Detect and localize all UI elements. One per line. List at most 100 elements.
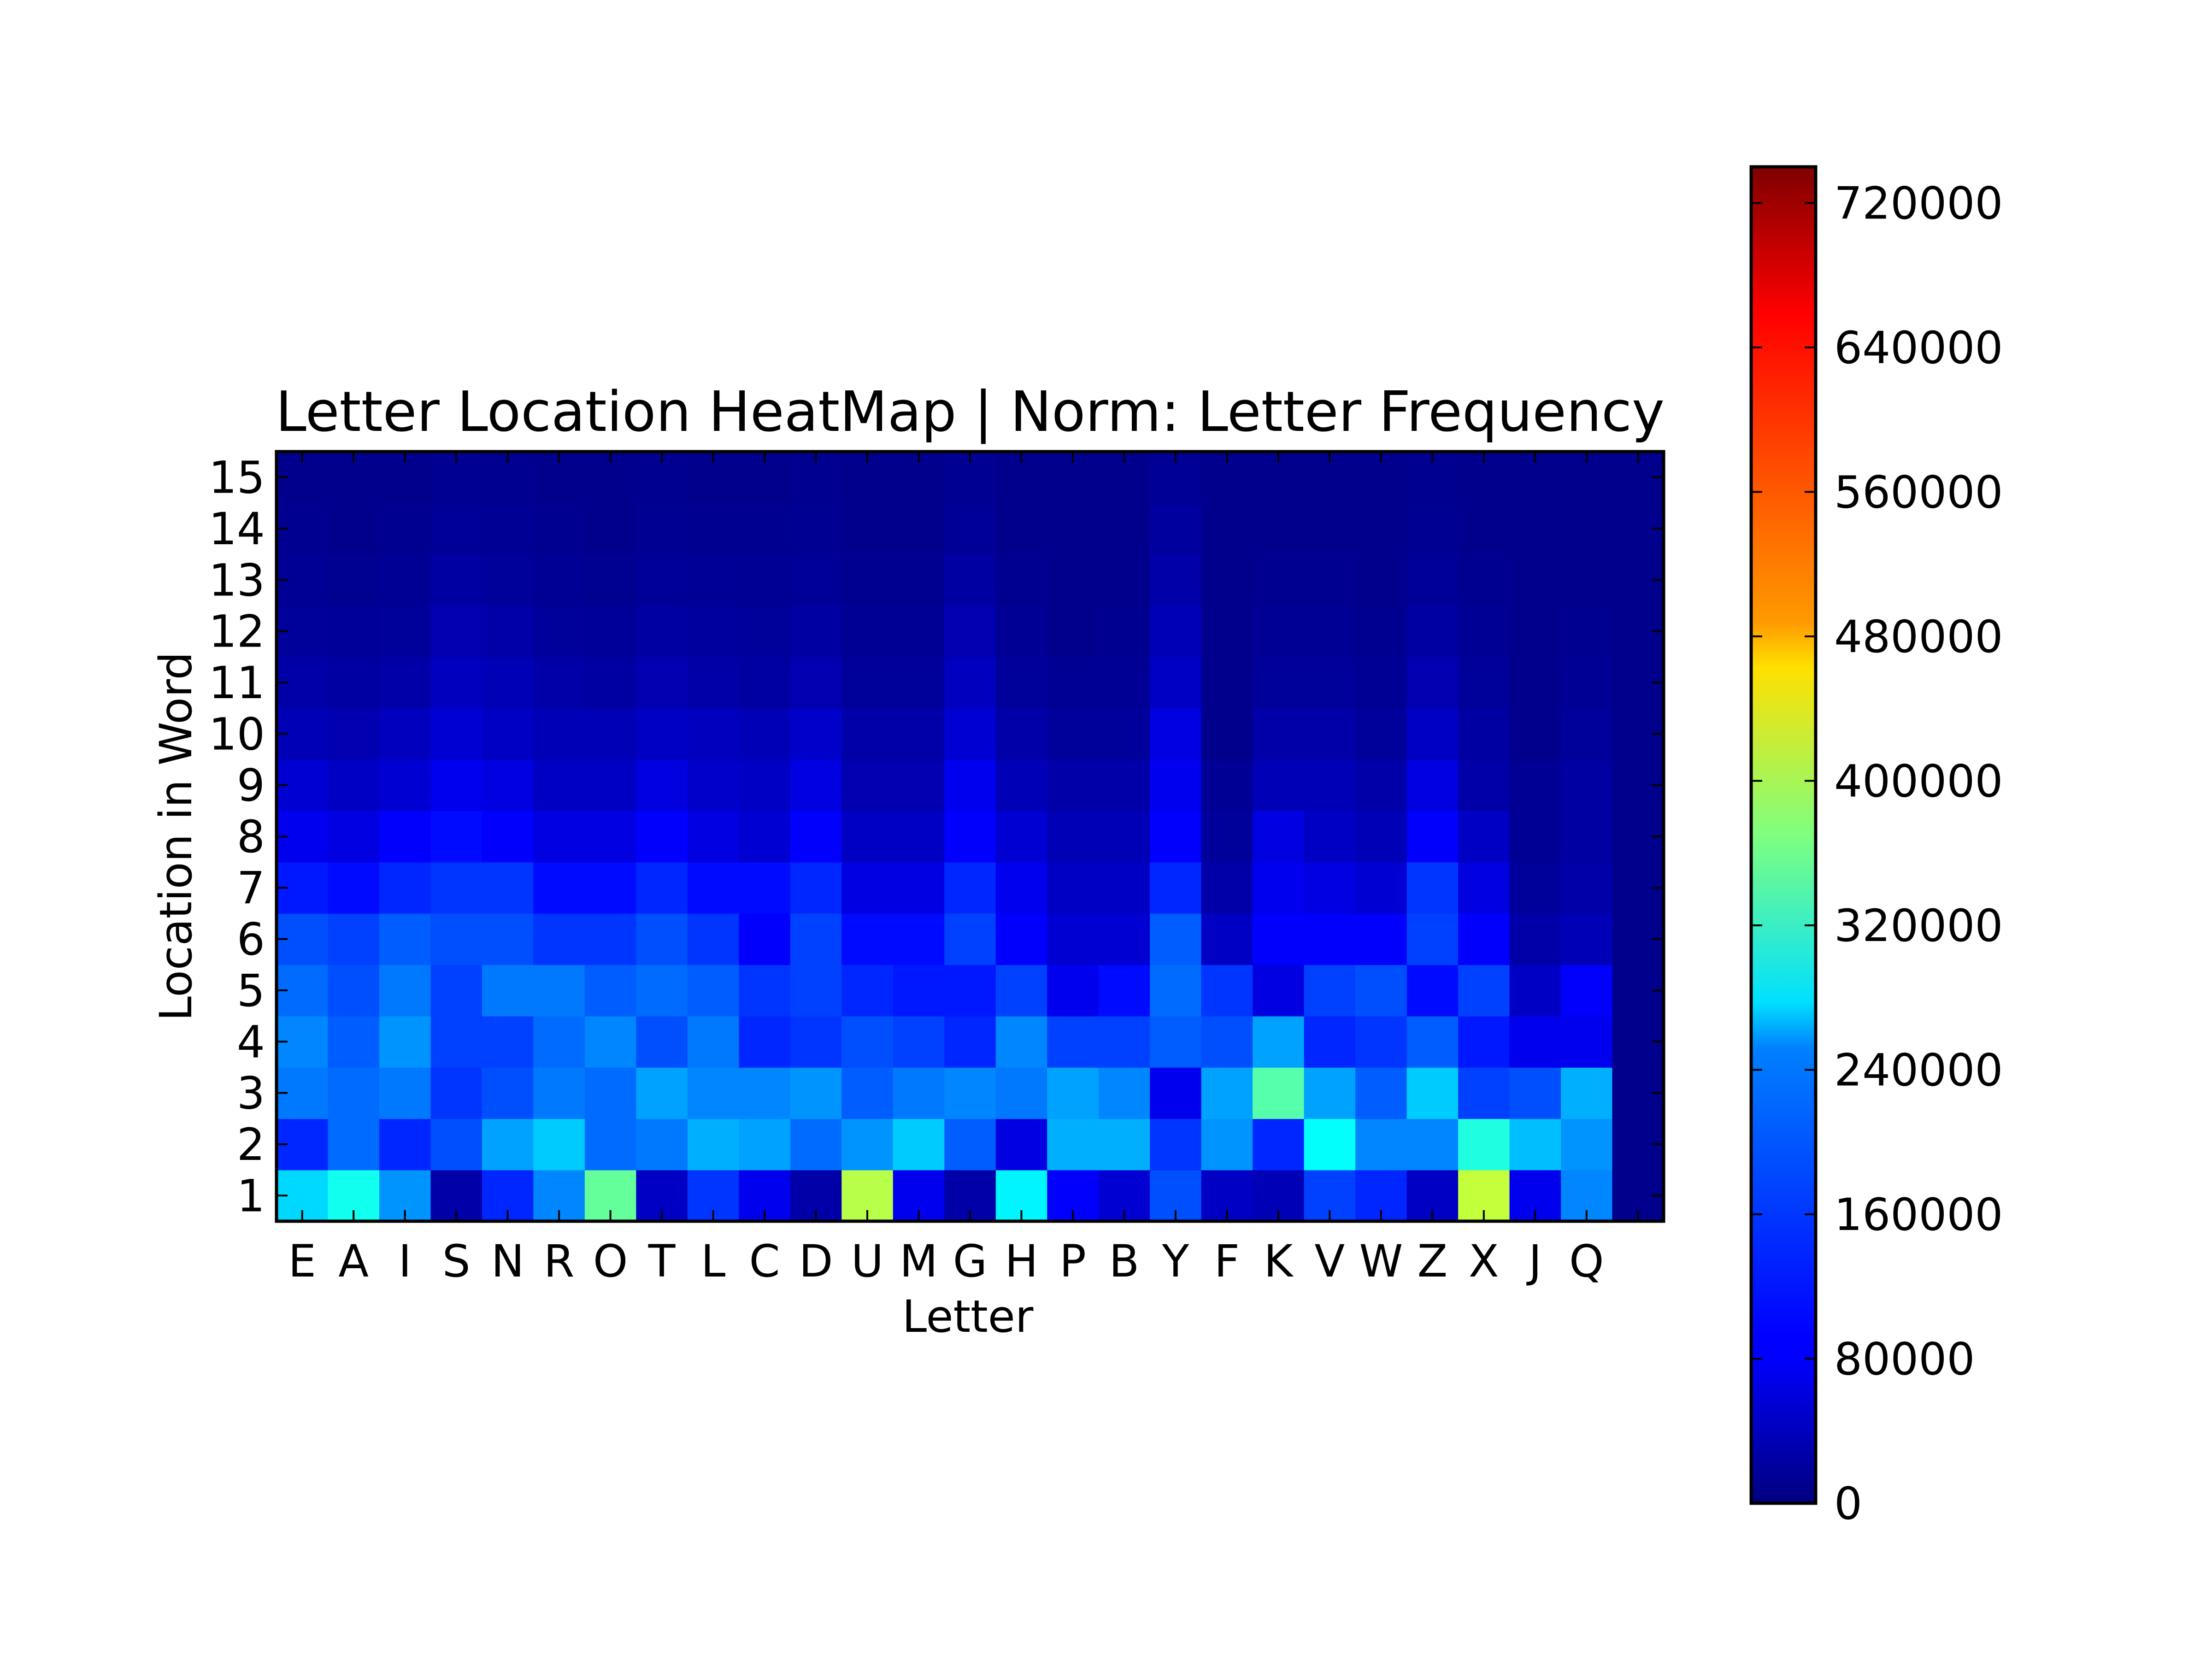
heatmap-cell	[636, 554, 688, 606]
x-axis-label: Letter	[902, 1291, 1034, 1342]
heatmap-cell	[687, 657, 740, 709]
x-tick-label: V	[1315, 1235, 1345, 1287]
heatmap-cell	[1355, 913, 1407, 965]
heatmap-cell	[687, 811, 740, 863]
heatmap-cell	[1098, 1118, 1150, 1171]
heatmap-cell	[1150, 965, 1202, 1017]
heatmap-cell	[1458, 811, 1510, 863]
heatmap-cell	[790, 759, 842, 812]
heatmap-cell	[533, 606, 585, 658]
heatmap-cell	[841, 913, 894, 965]
heatmap-cell	[1406, 759, 1459, 812]
heatmap-cell	[739, 913, 791, 965]
heatmap-cell	[1098, 811, 1150, 863]
heatmap-cell	[739, 606, 791, 658]
heatmap-cell	[584, 1067, 637, 1119]
y-tick-label: 15	[209, 452, 265, 504]
heatmap-cell	[379, 606, 431, 658]
heatmap-cell	[1098, 913, 1150, 965]
heatmap-cell	[1304, 606, 1356, 658]
heatmap-cell	[995, 1118, 1048, 1171]
colorbar-tick-label: 0	[1834, 1478, 1862, 1530]
heatmap-cell	[995, 913, 1048, 965]
heatmap-cell	[687, 503, 740, 555]
heatmap-cell	[533, 1067, 585, 1119]
x-tick-label: I	[399, 1235, 412, 1287]
heatmap-cell	[1458, 913, 1510, 965]
heatmap-cell	[1253, 759, 1305, 812]
x-tick-label: E	[288, 1235, 316, 1287]
x-tick-label: K	[1264, 1235, 1294, 1287]
heatmap-cell	[533, 1016, 585, 1068]
heatmap-cell	[1458, 503, 1510, 555]
heatmap-cell	[739, 759, 791, 812]
y-tick-label: 2	[237, 1119, 265, 1171]
heatmap-cell	[893, 554, 945, 606]
heatmap-cell	[1098, 657, 1150, 709]
heatmap-cell	[482, 811, 534, 863]
heatmap-cell	[790, 708, 842, 760]
heatmap-cell	[533, 554, 585, 606]
heatmap-cell	[1201, 862, 1253, 914]
heatmap-cell	[790, 965, 842, 1017]
heatmap-cell	[1047, 965, 1099, 1017]
heatmap-cell	[328, 759, 380, 812]
heatmap-cell	[1150, 913, 1202, 965]
heatmap-cell	[1304, 759, 1356, 812]
heatmap-cell	[1406, 811, 1459, 863]
y-tick-label: 9	[237, 760, 265, 812]
heatmap-cell	[995, 708, 1048, 760]
colorbar-tick-label: 160000	[1834, 1189, 2003, 1241]
heatmap-cell	[1150, 606, 1202, 658]
heatmap-cell	[482, 708, 534, 760]
x-tick-label: H	[1005, 1235, 1038, 1287]
heatmap-cell	[893, 606, 945, 658]
heatmap-cell	[482, 657, 534, 709]
heatmap-cell	[584, 1016, 637, 1068]
heatmap-cell	[1561, 503, 1613, 555]
heatmap-cell	[1253, 965, 1305, 1017]
heatmap-cell	[1458, 708, 1510, 760]
heatmap-cell	[1458, 657, 1510, 709]
heatmap-cell	[584, 759, 637, 812]
x-tick-label: G	[953, 1235, 987, 1287]
heatmap-cell	[430, 554, 482, 606]
heatmap-cell	[1047, 606, 1099, 658]
heatmap-cell	[533, 862, 585, 914]
x-tick-label: X	[1469, 1235, 1499, 1287]
heatmap-cell	[1304, 554, 1356, 606]
heatmap-cell	[1509, 1067, 1561, 1119]
heatmap-cell	[687, 606, 740, 658]
heatmap-cell	[584, 503, 637, 555]
y-tick-label: 5	[237, 965, 265, 1017]
heatmap-cell	[1047, 913, 1099, 965]
heatmap-cell	[1406, 1067, 1459, 1119]
colorbar-tick-label: 240000	[1834, 1044, 2003, 1096]
x-tick-label: O	[593, 1235, 628, 1287]
heatmap-cell	[379, 657, 431, 709]
heatmap-cell	[1304, 862, 1356, 914]
heatmap-cell	[1150, 503, 1202, 555]
heatmap-cell	[533, 1118, 585, 1171]
heatmap-cell	[790, 554, 842, 606]
heatmap-cell	[1406, 554, 1459, 606]
heatmap-cell	[1458, 1067, 1510, 1119]
heatmap-cell	[533, 965, 585, 1017]
heatmap-cell	[893, 913, 945, 965]
heatmap-cell	[1201, 811, 1253, 863]
heatmap-cell	[944, 606, 996, 658]
heatmap-cell	[1047, 554, 1099, 606]
heatmap-cell	[482, 759, 534, 812]
x-tick-label: D	[799, 1235, 833, 1287]
x-tick-label: B	[1109, 1235, 1140, 1287]
heatmap-cell	[841, 606, 894, 658]
heatmap-cell	[1253, 1118, 1305, 1171]
heatmap-cell	[1561, 554, 1613, 606]
heatmap-cell	[841, 1067, 894, 1119]
heatmap-cell	[944, 1118, 996, 1171]
heatmap-cell	[1047, 503, 1099, 555]
heatmap-cell	[1150, 811, 1202, 863]
heatmap-cell	[995, 811, 1048, 863]
heatmap-cell	[1458, 554, 1510, 606]
heatmap-cell	[636, 862, 688, 914]
